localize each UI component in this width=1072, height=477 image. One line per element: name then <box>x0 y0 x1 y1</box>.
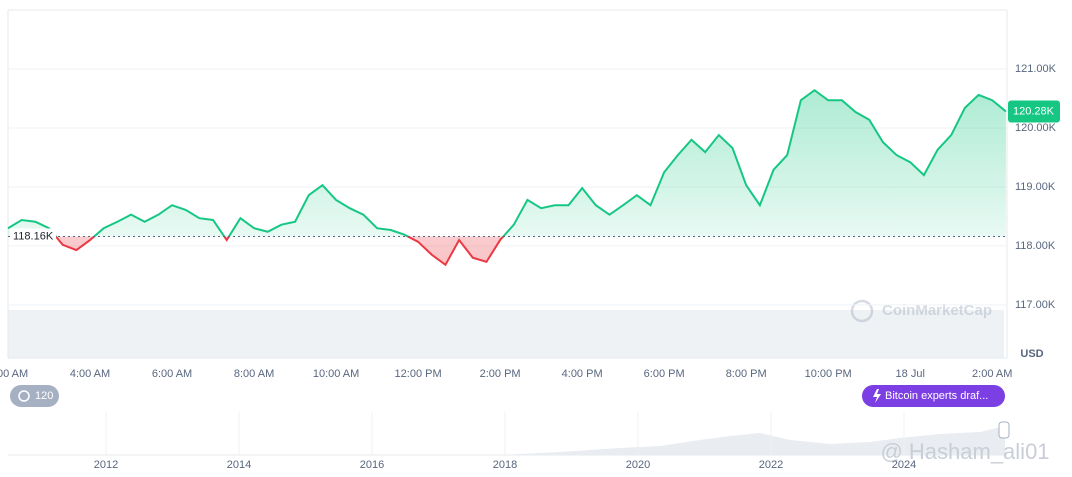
badge-bg <box>10 385 59 407</box>
badge-text: Bitcoin experts draf... <box>885 390 988 402</box>
area-above <box>8 90 1006 237</box>
x-tick-label: 6:00 AM <box>152 368 192 380</box>
navigator-handle[interactable] <box>998 421 1010 439</box>
baseline-label: 118.16K <box>13 230 54 242</box>
badge-icon <box>873 389 881 403</box>
y-unit: USD <box>1020 348 1043 360</box>
navigator-year: 2018 <box>493 459 517 471</box>
x-tick-label: 8:00 PM <box>726 368 767 380</box>
volume-band <box>8 310 1004 358</box>
navigator-year: 2014 <box>227 459 251 471</box>
x-tick-label: 10:00 PM <box>805 368 852 380</box>
x-tick-label: 2:00 AM <box>972 368 1012 380</box>
navigator-year: 2022 <box>759 459 783 471</box>
watermark-logo <box>850 299 874 323</box>
last-price-label: 120.28K <box>1013 105 1055 117</box>
y-tick-label: 117.00K <box>1015 299 1056 311</box>
badge-bg <box>862 385 1005 407</box>
last-price-bg <box>1008 100 1060 123</box>
navigator <box>8 421 1010 456</box>
navigator-area <box>8 426 1005 455</box>
x-tick-label: 2:00 AM <box>0 368 28 380</box>
credit: @ Hasham_ali01 <box>880 439 1049 464</box>
navigator-year: 2012 <box>94 459 118 471</box>
navigator-year: 2024 <box>892 459 916 471</box>
x-tick-label: 4:00 AM <box>70 368 110 380</box>
x-tick-label: 4:00 PM <box>562 368 603 380</box>
news-badge[interactable]: Bitcoin experts draf... <box>862 385 1005 407</box>
badge-text: 120 <box>35 390 53 402</box>
line-above <box>7 88 1007 237</box>
badge-icon <box>18 390 30 402</box>
x-tick-label: 8:00 AM <box>234 368 274 380</box>
y-tick-label: 119.00K <box>1015 181 1056 193</box>
y-tick-label: 118.00K <box>1015 240 1056 252</box>
x-tick-label: 18 Jul <box>896 368 925 380</box>
y-tick-label: 120.00K <box>1015 122 1057 134</box>
x-tick-label: 6:00 PM <box>644 368 685 380</box>
watermark: CoinMarketCap <box>850 299 992 323</box>
y-tick-label: 121.00K <box>1015 63 1057 75</box>
navigator-year: 2020 <box>626 459 650 471</box>
x-tick-label: 10:00 AM <box>313 368 359 380</box>
navigator-year: 2016 <box>360 459 384 471</box>
baseline-label-bg <box>10 228 56 245</box>
watermark-text: CoinMarketCap <box>882 302 992 319</box>
x-tick-label: 2:00 PM <box>480 368 521 380</box>
x-tick-label: 12:00 PM <box>395 368 442 380</box>
interval-badge[interactable]: 120 <box>10 385 59 407</box>
